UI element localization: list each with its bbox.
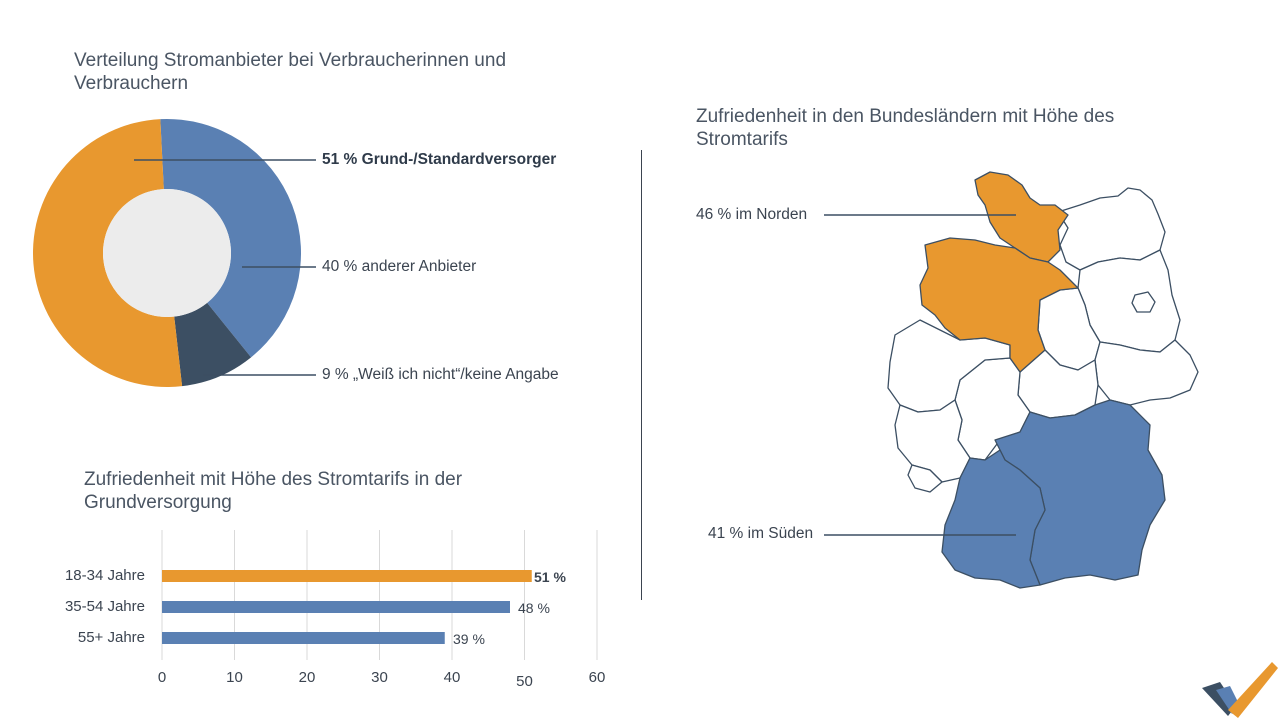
- donut-label-keine-angabe: 9 % „Weiß ich nicht“/keine Angabe: [322, 366, 559, 383]
- donut-slice-keine-angabe: [174, 302, 252, 387]
- region-niedersachsen: [919, 237, 1079, 373]
- map-title: Zufriedenheit in den Bundesländern mit H…: [696, 106, 1115, 150]
- region-sachsen: [1094, 339, 1199, 406]
- region-berlin: [1131, 291, 1156, 313]
- vertical-divider: [641, 150, 642, 600]
- region-baden-wuerttemberg: [941, 449, 1046, 589]
- bar-18-34: [162, 570, 532, 582]
- checkmark-logo-icon: [1202, 662, 1278, 718]
- x-tick-label: 50: [516, 673, 533, 690]
- region-mecklenburg-vorpommern: [1057, 187, 1166, 271]
- donut-hole: [103, 189, 231, 317]
- bar-value-label-18-34: 51 %: [534, 569, 566, 585]
- bar-chart-title: Zufriedenheit mit Höhe des Stromtarifs i…: [84, 469, 463, 513]
- x-tick-label: 40: [443, 669, 461, 686]
- bar-55-plus: [162, 632, 445, 644]
- donut-title: Verteilung Stromanbieter bei Verbraucher…: [74, 50, 507, 94]
- region-schleswig-holstein: [974, 171, 1069, 263]
- donut-chart: [32, 119, 316, 388]
- donut-label-grundversorger: 51 % Grund-/Standardversorger: [322, 151, 557, 168]
- bar-value-label-35-54: 48 %: [518, 600, 550, 616]
- donut-label-anderer-anbieter: 40 % anderer Anbieter: [322, 258, 477, 275]
- bar-35-54: [162, 601, 510, 613]
- bar-chart: [161, 530, 598, 660]
- map-label-north: 46 % im Norden: [696, 206, 808, 223]
- bar-category-label: 55+ Jahre: [77, 629, 145, 646]
- bar-value-label-55-plus: 39 %: [453, 631, 485, 647]
- bar-category-label: 35-54 Jahre: [64, 598, 145, 615]
- x-tick-label: 30: [371, 669, 388, 686]
- map-label-south: 41 % im Süden: [708, 525, 814, 542]
- bar-category-label: 18-34 Jahre: [64, 567, 145, 584]
- x-tick-label: 10: [226, 669, 243, 686]
- x-tick-label: 60: [588, 669, 606, 686]
- donut-slice-anderer-anbieter: [160, 119, 301, 358]
- region-nrw: [887, 319, 1011, 413]
- x-tick-label: 20: [298, 669, 316, 686]
- region-rheinland-pfalz: [894, 399, 971, 483]
- region-saarland: [907, 464, 943, 493]
- x-tick-label: 0: [157, 669, 167, 686]
- donut-slice-grundversorger: [32, 119, 183, 388]
